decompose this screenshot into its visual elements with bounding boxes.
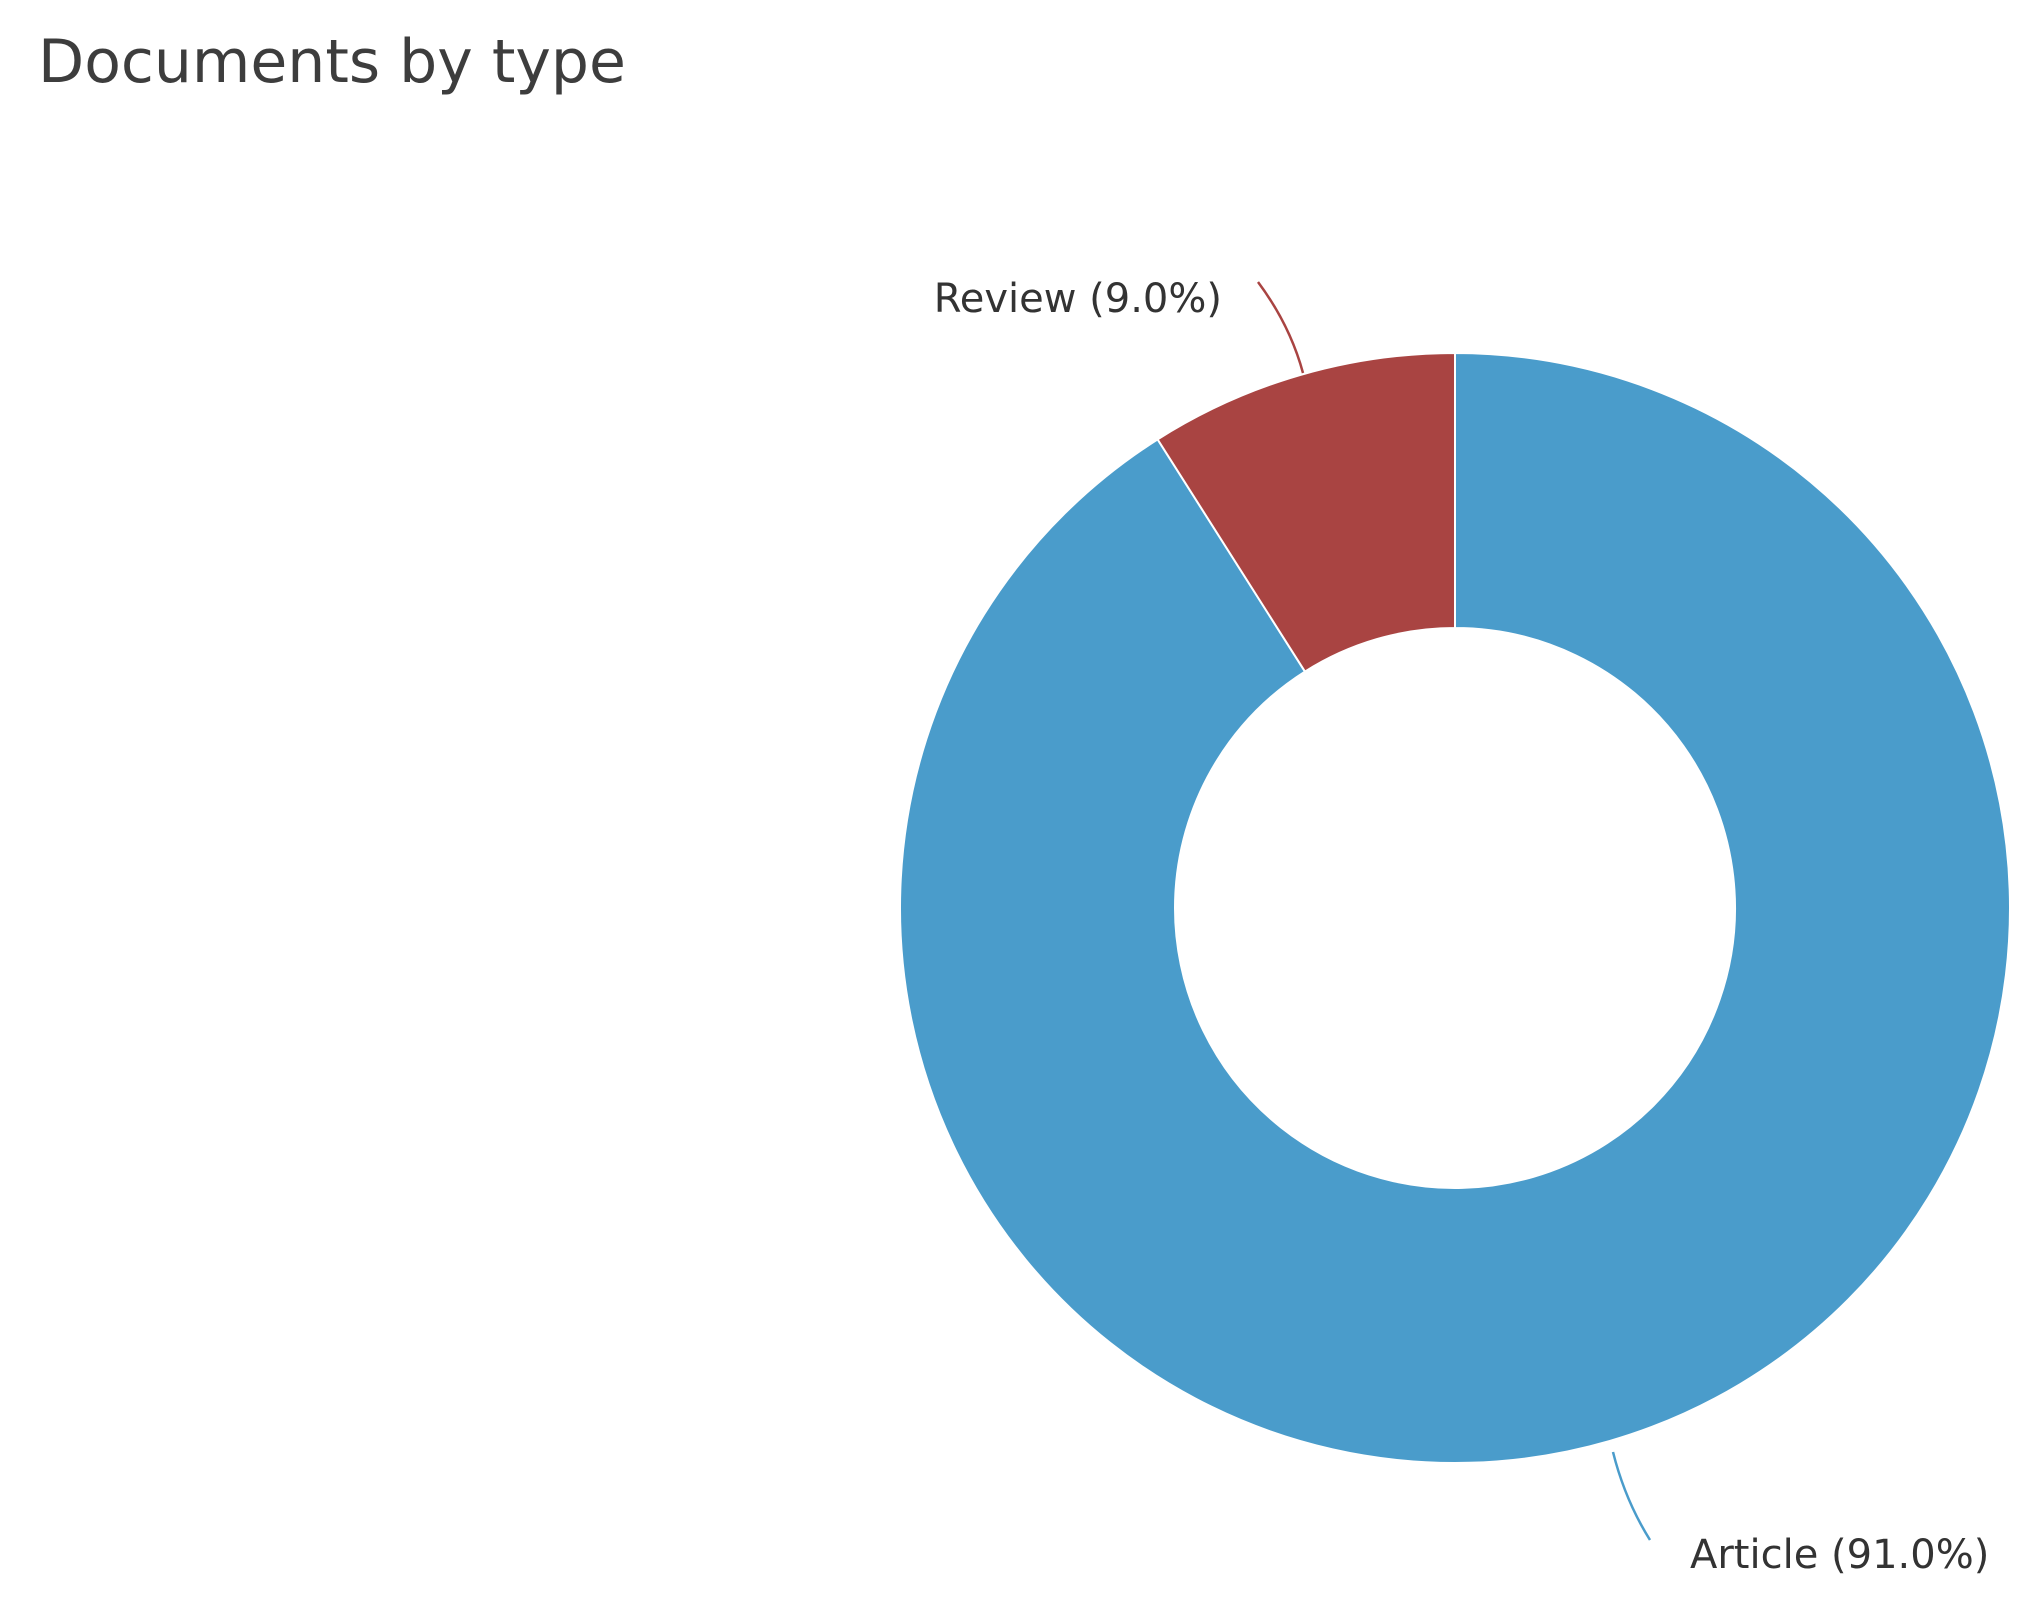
slice-label-article: Article (91.0%) [1690, 1532, 1989, 1578]
leader-line-review [1256, 281, 1305, 374]
slice-review[interactable] [1156, 351, 1456, 673]
leader-line-article [1611, 1451, 1652, 1541]
slice-article[interactable] [899, 351, 2011, 1464]
slice-label-review: Review (9.0%) [934, 276, 1222, 322]
labels-layer: Article (91.0%) Review (9.0%) [934, 276, 1990, 1578]
slices-layer [899, 351, 2011, 1464]
chart-title: Documents by type [38, 27, 626, 97]
